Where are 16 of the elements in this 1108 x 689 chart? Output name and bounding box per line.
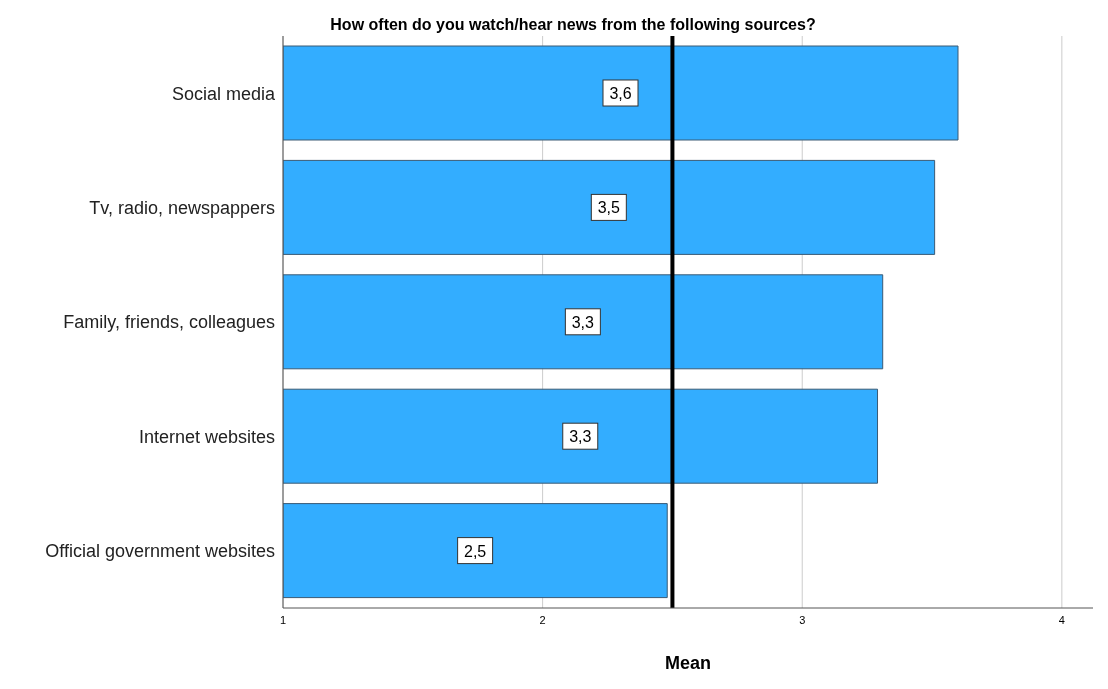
- data-label: 3,3: [569, 428, 592, 446]
- y-tick-label: Official government websites: [45, 541, 275, 562]
- x-tick-label: 2: [539, 613, 546, 626]
- x-axis-title: Mean: [664, 653, 712, 674]
- y-tick-label: Tv, radio, newspappers: [89, 197, 275, 218]
- data-label: 2,5: [463, 542, 487, 560]
- x-tick-label: 3: [799, 613, 806, 626]
- data-label: 3,3: [571, 313, 595, 331]
- y-tick-label: Family, friends, colleagues: [63, 312, 275, 333]
- y-tick-label: Social media: [171, 83, 276, 104]
- y-tick-label: Internet websites: [138, 426, 275, 447]
- x-tick-label: 1: [279, 613, 287, 626]
- data-label: 3,5: [597, 199, 621, 217]
- chart-title: How often do you watch/hear news from the following sources?: [329, 16, 817, 34]
- x-tick-label: 4: [1058, 613, 1065, 626]
- data-label: 3,6: [609, 85, 632, 102]
